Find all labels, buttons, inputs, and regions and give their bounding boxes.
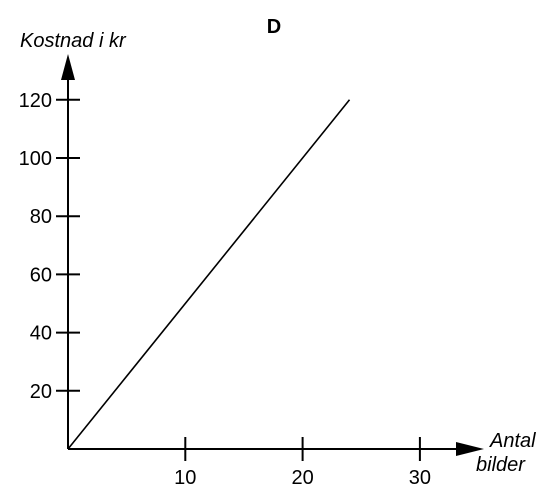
y-axis-title: Kostnad i kr — [20, 30, 127, 52]
x-tick-label: 20 — [291, 467, 313, 489]
x-axis-arrowhead — [456, 442, 484, 456]
series-line — [67, 99, 351, 450]
x-axis-title-line-2: bilder — [476, 454, 526, 476]
x-tick-label: 10 — [174, 467, 196, 489]
chart-title: D — [267, 16, 281, 38]
x-tick-label: 30 — [409, 467, 431, 489]
x-axis-ticks: 10 20 30 — [174, 437, 431, 489]
y-axis-arrowhead — [61, 54, 75, 80]
y-axis-ticks: 20 40 60 80 100 120 — [19, 90, 80, 403]
y-tick-label: 100 — [19, 148, 52, 170]
series-layer — [67, 99, 351, 450]
y-tick-label: 20 — [30, 381, 52, 403]
y-tick-label: 80 — [30, 206, 52, 228]
y-tick-label: 120 — [19, 90, 52, 112]
x-axis-title-line-1: Antal — [489, 430, 536, 452]
y-tick-label: 60 — [30, 264, 52, 286]
y-tick-label: 40 — [30, 323, 52, 345]
